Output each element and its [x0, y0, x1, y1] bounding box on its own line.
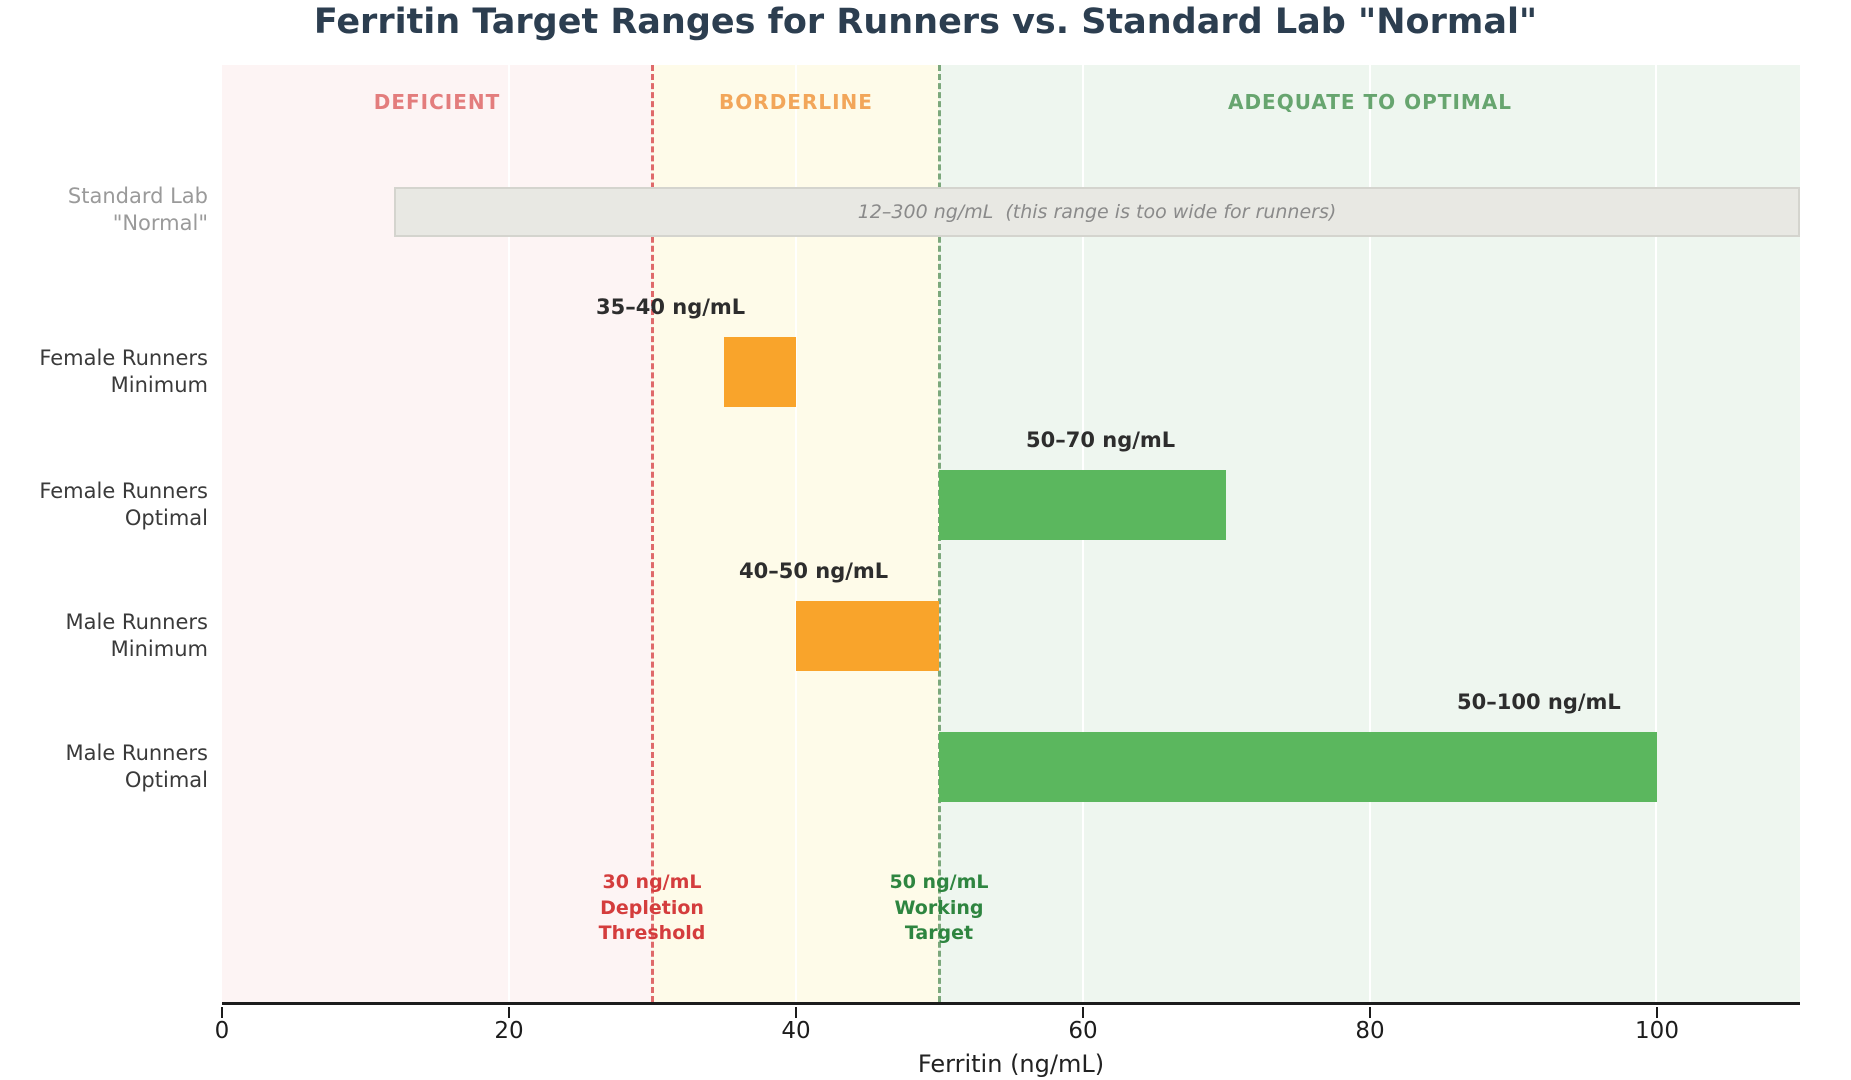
y-axis-label-female-minimum: Female Runners Minimum: [0, 345, 208, 399]
threshold-line-30: [651, 65, 654, 1002]
bar-male-runners-optimal: [939, 732, 1657, 802]
x-tick-mark-0: [221, 1007, 223, 1018]
annotation-working-line2: Working: [894, 896, 984, 919]
bar-standard-lab-range-label: 12–300 ng/mL (this range is too wide for…: [857, 201, 1337, 223]
x-tick-mark-60: [1082, 1007, 1084, 1018]
x-tick-label-40: 40: [781, 1018, 811, 1044]
bar-female-runners-minimum: [724, 337, 796, 407]
y-axis-label-male-optimal: Male Runners Optimal: [0, 740, 209, 794]
y-axis-label-male-minimum: Male Runners Minimum: [0, 609, 209, 663]
y-axis-label-standard-lab: Standard Lab "Normal": [0, 183, 208, 237]
gridline-20: [508, 65, 510, 1002]
zone-label-borderline: BORDERLINE: [719, 90, 873, 114]
x-tick-label-100: 100: [1635, 1018, 1679, 1044]
annotation-depletion-line2: Depletion: [600, 896, 704, 919]
zone-label-adequate: ADEQUATE TO OPTIMAL: [1227, 90, 1513, 114]
y-label-line: Optimal: [124, 506, 208, 530]
bar-male-runners-minimum: [796, 601, 939, 671]
y-label-line: "Normal": [112, 211, 208, 235]
y-axis-label-female-optimal: Female Runners Optimal: [0, 478, 208, 532]
bar-standard-lab-normal: 12–300 ng/mL (this range is too wide for…: [394, 187, 1800, 237]
x-tick-label-20: 20: [494, 1018, 524, 1044]
x-tick-mark-20: [508, 1007, 510, 1018]
annotation-working-line1: 50 ng/mL: [889, 871, 989, 893]
y-label-line: Female Runners: [39, 346, 208, 370]
gridline-100: [1655, 65, 1657, 1002]
chart-title: Ferritin Target Ranges for Runners vs. S…: [313, 2, 1538, 42]
annotation-working-line3: Target: [904, 922, 974, 945]
bar-female-runners-optimal: [939, 470, 1226, 540]
annotation-working-target: 50 ng/mL Working Target: [819, 870, 1059, 947]
x-tick-mark-100: [1656, 1007, 1658, 1018]
annotation-depletion-threshold: 30 ng/mL Depletion Threshold: [532, 870, 772, 947]
y-label-line: Minimum: [110, 373, 208, 397]
annotation-depletion-line3: Threshold: [598, 922, 706, 945]
x-tick-label-60: 60: [1068, 1018, 1098, 1044]
x-tick-label-0: 0: [214, 1018, 230, 1044]
bar-value-male-minimum: 40–50 ng/mL: [739, 559, 889, 583]
y-label-line: Optimal: [124, 768, 208, 792]
x-tick-mark-40: [795, 1007, 797, 1018]
zone-label-deficient: DEFICIENT: [373, 90, 501, 114]
x-tick-label-80: 80: [1355, 1018, 1385, 1044]
y-label-line: Minimum: [110, 637, 208, 661]
y-label-line: Female Runners: [39, 479, 208, 503]
y-label-line: Standard Lab: [67, 184, 208, 208]
annotation-depletion-line1: 30 ng/mL: [602, 871, 702, 893]
y-label-line: Male Runners: [65, 741, 209, 765]
gridline-40: [795, 65, 797, 1002]
bar-value-female-optimal: 50–70 ng/mL: [1026, 428, 1176, 452]
x-axis-title: Ferritin (ng/mL): [917, 1050, 1105, 1078]
gridline-80: [1369, 65, 1371, 1002]
plot-area: DEFICIENT BORDERLINE ADEQUATE TO OPTIMAL…: [222, 65, 1800, 1005]
bar-value-male-optimal: 50–100 ng/mL: [1457, 690, 1621, 714]
bar-value-female-minimum: 35–40 ng/mL: [596, 295, 746, 319]
x-tick-mark-80: [1369, 1007, 1371, 1018]
y-label-line: Male Runners: [65, 610, 209, 634]
